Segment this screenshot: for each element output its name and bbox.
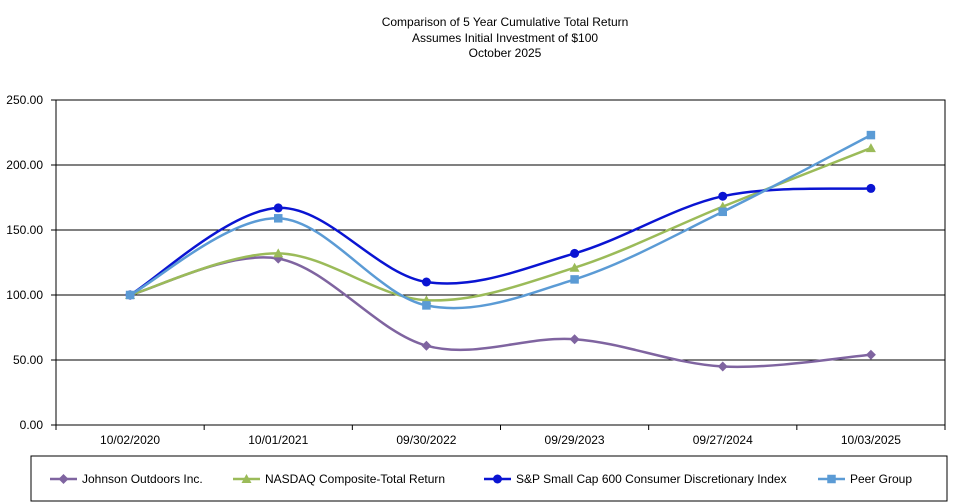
- point-circle: [421, 277, 431, 287]
- legend-item: NASDAQ Composite-Total Return: [233, 472, 445, 486]
- legend: Johnson Outdoors Inc. NASDAQ Composite-To…: [50, 472, 912, 486]
- legend-label: NASDAQ Composite-Total Return: [265, 472, 445, 486]
- y-tick-label: 200.00: [6, 158, 43, 172]
- legend-label: Johnson Outdoors Inc.: [82, 472, 203, 486]
- y-axis-ticks: 0.00 50.00 100.00 150.00 200.00 250.00: [6, 93, 56, 432]
- x-tick-label: 10/03/2025: [841, 433, 901, 447]
- x-tick-label: 09/29/2023: [545, 433, 605, 447]
- y-tick-label: 0.00: [20, 418, 44, 432]
- point-circle: [866, 183, 876, 193]
- point-circle: [493, 474, 502, 484]
- point-square: [827, 474, 836, 484]
- chart-subtitle: Assumes Initial Investment of $100: [412, 31, 598, 45]
- point-diamond: [865, 349, 876, 360]
- x-axis-ticks: 10/02/2020 10/01/2021 09/30/2022 09/29/2023…: [55, 425, 946, 447]
- point-diamond: [717, 361, 728, 372]
- point-diamond: [58, 474, 69, 484]
- series-line: [129, 187, 871, 297]
- series-3: [125, 130, 876, 310]
- point-square: [866, 130, 876, 140]
- point-square: [125, 290, 135, 300]
- chart-subtitle-date: October 2025: [469, 46, 542, 60]
- series-group: [125, 130, 876, 372]
- y-tick-label: 150.00: [6, 223, 43, 237]
- x-tick-label: 09/27/2024: [693, 433, 753, 447]
- point-diamond: [421, 340, 432, 351]
- x-tick-label: 09/30/2022: [396, 433, 456, 447]
- point-circle: [570, 248, 580, 258]
- legend-label: S&P Small Cap 600 Consumer Discretionary…: [516, 472, 787, 486]
- point-square: [718, 207, 727, 217]
- series-2: [125, 183, 876, 300]
- point-square: [422, 301, 431, 310]
- legend-item: Johnson Outdoors Inc.: [50, 472, 203, 486]
- y-tick-label: 250.00: [6, 93, 43, 107]
- gridlines: [56, 164, 945, 361]
- legend-item: S&P Small Cap 600 Consumer Discretionary…: [484, 472, 787, 486]
- point-diamond: [569, 334, 580, 345]
- point-circle: [718, 191, 728, 201]
- point-triangle: [273, 248, 284, 258]
- series-line: [129, 256, 872, 369]
- series-line: [129, 146, 872, 302]
- point-square: [274, 214, 283, 223]
- y-tick-label: 100.00: [6, 288, 43, 302]
- x-tick-label: 10/01/2021: [248, 433, 308, 447]
- plot-area: [55, 99, 946, 426]
- chart-title: Comparison of 5 Year Cumulative Total Re…: [382, 15, 629, 29]
- legend-label: Peer Group: [850, 472, 912, 486]
- point-triangle: [569, 262, 580, 272]
- y-tick-label: 50.00: [13, 353, 43, 367]
- point-square: [570, 275, 579, 284]
- legend-item: Peer Group: [818, 472, 912, 486]
- point-triangle: [241, 474, 252, 483]
- x-tick-label: 10/02/2020: [100, 433, 160, 447]
- point-circle: [273, 203, 283, 213]
- series-line: [129, 133, 872, 310]
- point-triangle: [865, 143, 876, 153]
